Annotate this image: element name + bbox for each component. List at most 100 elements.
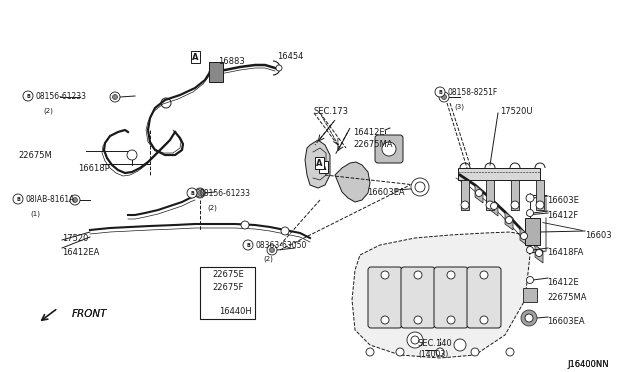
- Polygon shape: [305, 140, 330, 188]
- Text: 16440H: 16440H: [219, 307, 252, 316]
- Circle shape: [476, 189, 483, 196]
- Polygon shape: [523, 288, 537, 302]
- Text: (2): (2): [43, 107, 53, 113]
- Circle shape: [198, 190, 202, 196]
- Text: (1): (1): [30, 210, 40, 217]
- Text: 16412E: 16412E: [547, 278, 579, 287]
- Text: B: B: [16, 196, 20, 202]
- Text: 22675F: 22675F: [212, 283, 243, 292]
- Circle shape: [447, 316, 455, 324]
- Text: (14003): (14003): [418, 350, 448, 359]
- Circle shape: [411, 336, 419, 344]
- Circle shape: [110, 92, 120, 102]
- Polygon shape: [335, 162, 370, 202]
- FancyBboxPatch shape: [368, 267, 402, 328]
- Circle shape: [407, 332, 423, 348]
- Circle shape: [381, 316, 389, 324]
- Text: 08363-63050: 08363-63050: [255, 241, 307, 250]
- Text: 08156-61233: 08156-61233: [35, 92, 86, 100]
- Polygon shape: [535, 245, 543, 263]
- Text: 17520U: 17520U: [500, 107, 532, 116]
- Circle shape: [187, 188, 197, 198]
- Text: A: A: [316, 158, 323, 167]
- Text: 16883: 16883: [218, 57, 244, 66]
- Circle shape: [486, 201, 494, 209]
- FancyBboxPatch shape: [467, 267, 501, 328]
- Text: 16618P: 16618P: [78, 164, 109, 173]
- Circle shape: [382, 142, 396, 156]
- Polygon shape: [490, 198, 498, 216]
- Text: 16412F: 16412F: [547, 211, 579, 220]
- Circle shape: [269, 247, 275, 253]
- Circle shape: [396, 348, 404, 356]
- Text: 22675MA: 22675MA: [353, 140, 392, 149]
- Polygon shape: [525, 218, 540, 245]
- Polygon shape: [461, 180, 469, 210]
- Text: B: B: [26, 93, 30, 99]
- Circle shape: [196, 189, 204, 197]
- Circle shape: [520, 232, 527, 240]
- Circle shape: [243, 240, 253, 250]
- Circle shape: [411, 178, 429, 196]
- Text: B: B: [438, 90, 442, 94]
- Circle shape: [414, 316, 422, 324]
- Polygon shape: [505, 212, 513, 230]
- Circle shape: [435, 87, 445, 97]
- Circle shape: [521, 310, 537, 326]
- Circle shape: [366, 348, 374, 356]
- Circle shape: [490, 202, 497, 209]
- Text: 16603: 16603: [585, 231, 612, 240]
- Text: SEC.140: SEC.140: [418, 339, 452, 348]
- Circle shape: [436, 348, 444, 356]
- Text: B: B: [246, 243, 250, 247]
- Circle shape: [195, 188, 205, 198]
- Text: 16412EA: 16412EA: [62, 248, 99, 257]
- Circle shape: [70, 195, 80, 205]
- Polygon shape: [458, 168, 540, 180]
- Text: (2): (2): [207, 204, 217, 211]
- Text: 17520: 17520: [62, 234, 88, 243]
- Circle shape: [454, 339, 466, 351]
- Circle shape: [414, 271, 422, 279]
- Circle shape: [127, 150, 137, 160]
- Text: 08IAB-8161A: 08IAB-8161A: [25, 195, 74, 203]
- Circle shape: [480, 316, 488, 324]
- Circle shape: [461, 201, 469, 209]
- Circle shape: [506, 348, 514, 356]
- Circle shape: [471, 348, 479, 356]
- Bar: [200, 267, 255, 319]
- Text: 08156-61233: 08156-61233: [199, 189, 250, 198]
- FancyBboxPatch shape: [434, 267, 468, 328]
- Circle shape: [527, 247, 534, 253]
- Polygon shape: [536, 180, 544, 210]
- Circle shape: [442, 94, 447, 99]
- Circle shape: [511, 201, 519, 209]
- Polygon shape: [520, 228, 528, 246]
- Text: 16454: 16454: [277, 52, 303, 61]
- Text: 22675E: 22675E: [212, 270, 244, 279]
- FancyBboxPatch shape: [375, 135, 403, 163]
- Text: B: B: [190, 190, 194, 196]
- Circle shape: [447, 271, 455, 279]
- Text: 22675M: 22675M: [18, 151, 52, 160]
- Text: 16603E: 16603E: [547, 196, 579, 205]
- Circle shape: [415, 182, 425, 192]
- Circle shape: [276, 65, 282, 71]
- Circle shape: [480, 271, 488, 279]
- Text: A: A: [320, 163, 326, 171]
- Circle shape: [527, 209, 534, 217]
- Polygon shape: [486, 180, 494, 210]
- Circle shape: [72, 198, 77, 202]
- Text: 08158-8251F: 08158-8251F: [447, 87, 497, 96]
- Circle shape: [536, 250, 543, 257]
- Text: 16603EA: 16603EA: [547, 317, 584, 326]
- Text: 16603EA: 16603EA: [367, 188, 404, 197]
- Text: SEC.173: SEC.173: [314, 107, 349, 116]
- Circle shape: [113, 94, 118, 99]
- Circle shape: [525, 314, 533, 322]
- Circle shape: [281, 227, 289, 235]
- Polygon shape: [475, 185, 483, 203]
- Circle shape: [241, 221, 249, 229]
- Text: (3): (3): [454, 103, 464, 109]
- Circle shape: [527, 276, 534, 283]
